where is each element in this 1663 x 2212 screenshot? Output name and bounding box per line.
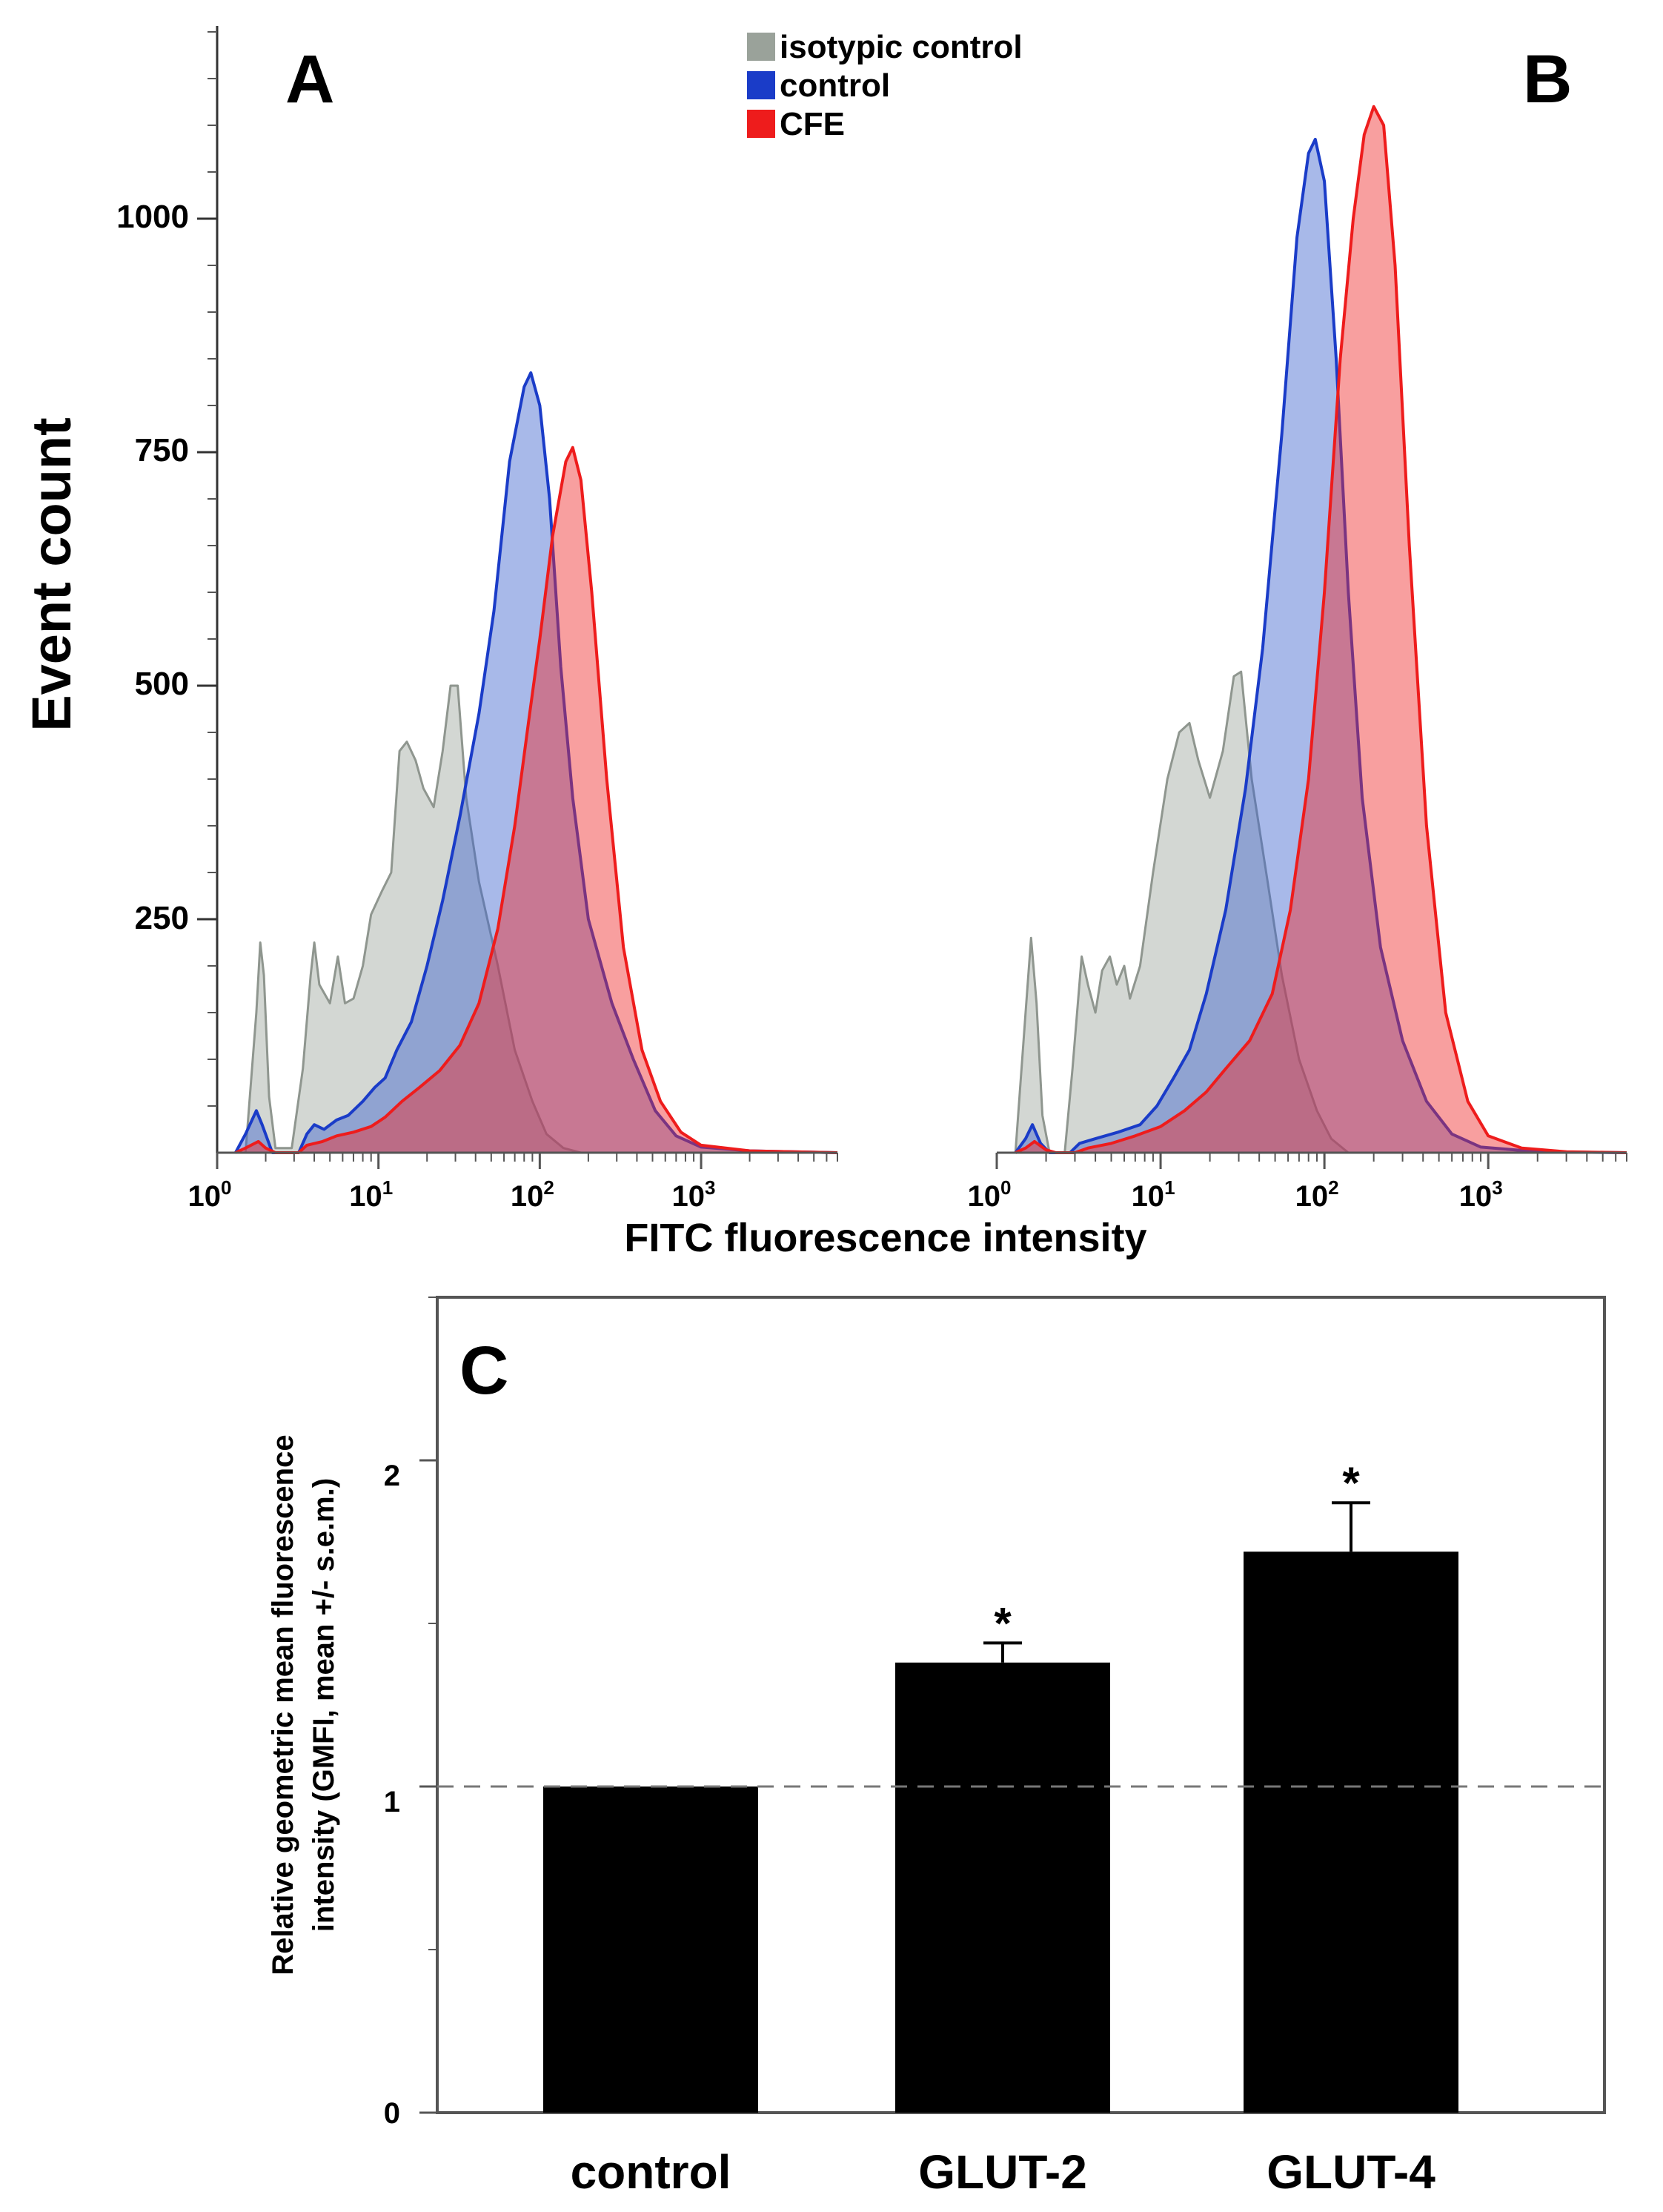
panel-c: ** C 0 1 2 Relative geometric mean fluor… <box>267 1296 1606 2199</box>
bar-control <box>543 1787 758 2113</box>
panel-b-label: B <box>1523 42 1572 117</box>
series-line-control <box>234 371 838 1154</box>
x-tick-label: 102 <box>511 1176 554 1213</box>
significance-marker: * <box>1342 1458 1360 1508</box>
x-tick-label: 103 <box>672 1176 716 1213</box>
y-tick-label-250: 250 <box>135 900 189 936</box>
x-category-label-glut-2: GLUT-2 <box>918 2145 1087 2199</box>
y-tick-label-1000: 1000 <box>116 199 189 235</box>
significance-marker: * <box>994 1598 1012 1648</box>
bar-glut-2 <box>895 1662 1110 2113</box>
legend-swatch-control <box>747 71 775 99</box>
panel-c-label: C <box>459 1333 508 1408</box>
x-tick-label: 103 <box>1459 1176 1503 1213</box>
series-area-isotypic-control <box>1015 672 1349 1153</box>
panel-c-ylabel-line1: Relative geometric mean fluorescence <box>267 1434 299 1975</box>
x-category-label-control: control <box>571 2145 731 2199</box>
legend-label-cfe: CFE <box>780 106 845 142</box>
series-area-CFE <box>1015 106 1627 1153</box>
series-line-CFE <box>234 446 838 1154</box>
y-tick-label-2: 2 <box>384 1460 400 1492</box>
histogram-panels: 250 500 750 1000 Event count 100 101 102 10… <box>21 26 1627 1260</box>
bar-glut-4 <box>1244 1552 1458 2113</box>
x-axis-title: FITC fluorescence intensity <box>624 1216 1146 1260</box>
series-area-CFE <box>235 447 837 1153</box>
legend-label-isotypic: isotypic control <box>780 29 1023 65</box>
x-tick-label: 100 <box>188 1176 232 1213</box>
series-line-control <box>1014 137 1627 1154</box>
x-tick-label: 101 <box>349 1176 393 1213</box>
legend: isotypic control control CFE <box>747 29 1023 142</box>
series-line-isotypic-control <box>244 684 582 1154</box>
legend-label-control: control <box>780 67 890 104</box>
panel-b: 100 101 102 103 B <box>968 42 1627 1213</box>
legend-swatch-cfe <box>747 110 775 138</box>
panel-a-label: A <box>285 42 334 117</box>
x-category-label-glut-4: GLUT-4 <box>1267 2145 1435 2199</box>
series-area-control <box>235 372 837 1153</box>
y-axis-major-ticks <box>197 217 217 921</box>
panel-a-plot: 100 101 102 103 <box>188 371 838 1213</box>
y-axis-minor-ticks <box>208 31 217 1107</box>
y-axis-title: Event count <box>21 417 82 731</box>
panel-c-plot: ** <box>419 1297 1604 2114</box>
y-tick-label-750: 750 <box>135 432 189 468</box>
legend-swatch-isotypic <box>747 33 775 61</box>
panel-b-plot: 100 101 102 103 <box>968 105 1627 1213</box>
x-tick-label: 102 <box>1295 1176 1339 1213</box>
series-area-isotypic-control <box>245 686 581 1153</box>
y-tick-label-0: 0 <box>384 2097 400 2130</box>
y-tick-label-1: 1 <box>384 1786 400 1818</box>
panel-c-ylabel-line2: intensity (GMFI, mean +/- s.e.m.) <box>308 1478 340 1932</box>
panel-a: 100 101 102 103 A <box>188 42 838 1213</box>
x-tick-label: 100 <box>968 1176 1012 1213</box>
x-tick-label: 101 <box>1132 1176 1175 1213</box>
y-tick-label-500: 500 <box>135 666 189 702</box>
